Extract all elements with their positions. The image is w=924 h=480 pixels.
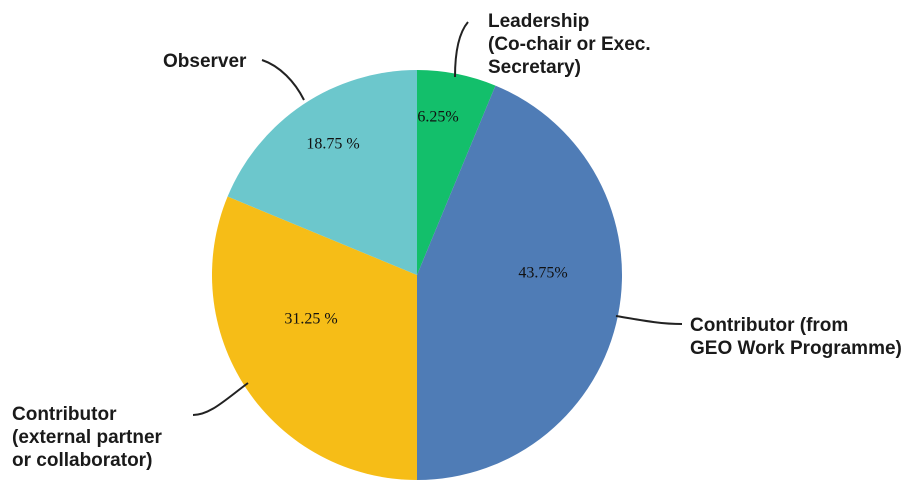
pie-slice-contributor-external-partner-or-collaborator <box>211 196 417 480</box>
leader-line-contributor-from-geo-work-programme <box>615 315 683 325</box>
category-label-line: or collaborator) <box>12 450 152 471</box>
leader-line-leadership-co-chair-or-exec-secretary <box>454 21 469 78</box>
category-label-line: (external partner <box>12 427 163 448</box>
category-label-contributor-from-geo-work-programme: Contributor (from GEO Work Programme) <box>690 315 902 359</box>
category-label-line: GEO Work Programme) <box>690 338 902 359</box>
category-label-line: Secretary) <box>488 57 581 78</box>
category-label-contributor-external-partner-or-collaborator: Contributor (external partner or collabora… <box>12 404 163 471</box>
leader-line-observer <box>261 59 305 101</box>
value-label-observer: 18.75 % <box>306 136 359 153</box>
leader-line-contributor-external-partner-or-collaborator <box>192 382 249 416</box>
pie-slice-observer <box>227 70 417 275</box>
pie-slice-contributor-from-geo-work-programme <box>417 85 622 480</box>
value-label-leadership-co-chair-or-exec-secretary: 6.25% <box>417 109 458 126</box>
value-label-contributor-from-geo-work-programme: 43.75% <box>518 265 567 282</box>
category-label-observer: Observer <box>163 51 247 72</box>
category-label-line: Observer <box>163 51 247 72</box>
category-label-line: Contributor <box>12 404 117 425</box>
category-label-leadership-co-chair-or-exec-secretary: Leadership (Co-chair or Exec. Secretary) <box>488 11 651 78</box>
category-label-line: Contributor (from <box>690 315 848 336</box>
category-label-line: (Co-chair or Exec. <box>488 34 651 55</box>
pie-slice-leadership-co-chair-or-exec-secretary <box>417 70 496 275</box>
value-label-contributor-external-partner-or-collaborator: 31.25 % <box>284 311 337 328</box>
category-label-line: Leadership <box>488 11 589 32</box>
